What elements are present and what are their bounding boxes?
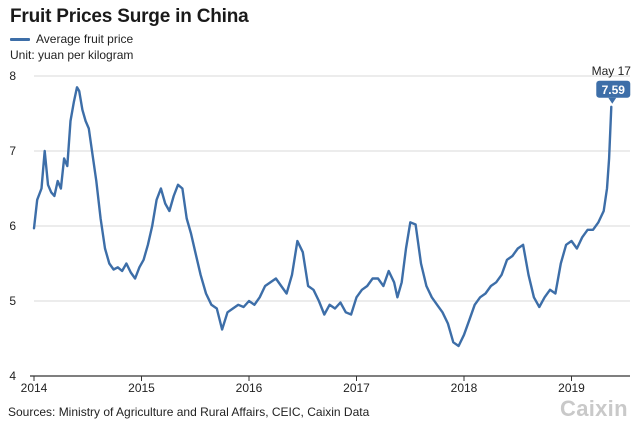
x-tick-label-2015: 2015	[128, 381, 155, 395]
x-tick-label-2018: 2018	[451, 381, 478, 395]
gridlines	[34, 75, 630, 302]
x-tick-label-2019: 2019	[558, 381, 585, 395]
legend-line-swatch	[10, 37, 30, 41]
x-tick-label-2017: 2017	[343, 381, 370, 395]
y-tick-label-6: 6	[9, 219, 16, 233]
chart-title: Fruit Prices Surge in China	[10, 6, 249, 27]
annotation-value-badge	[596, 80, 631, 98]
annotation-value-label: 7.59	[602, 83, 626, 97]
y-tick-label-8: 8	[9, 69, 16, 83]
x-axis-ticks: 2014 2015 2016 2017 2018 2019	[21, 376, 585, 395]
source-note: Sources: Ministry of Agriculture and Rur…	[8, 405, 370, 419]
chart-legend: Average fruit price	[10, 32, 133, 46]
caixin-logo: Caixin	[560, 396, 628, 421]
chart-svg: 4 5 6 7 8 2014 2015 2016 2017 2018 2019 May 17 7.…	[9, 64, 632, 395]
y-tick-label-7: 7	[9, 144, 16, 158]
y-tick-label-4: 4	[9, 369, 16, 383]
y-axis-labels: 4 5 6 7 8	[9, 69, 16, 383]
x-tick-label-2016: 2016	[236, 381, 263, 395]
y-tick-label-5: 5	[9, 294, 16, 308]
latest-value-annotation: May 17 7.59	[592, 64, 632, 104]
annotation-date-label: May 17	[592, 64, 632, 78]
legend-label: Average fruit price	[36, 32, 134, 46]
unit-note: Unit: yuan per kilogram	[10, 48, 134, 62]
series-line-average-fruit-price	[32, 86, 613, 348]
x-tick-label-2014: 2014	[21, 381, 48, 395]
annotation-badge-pointer	[608, 97, 617, 104]
